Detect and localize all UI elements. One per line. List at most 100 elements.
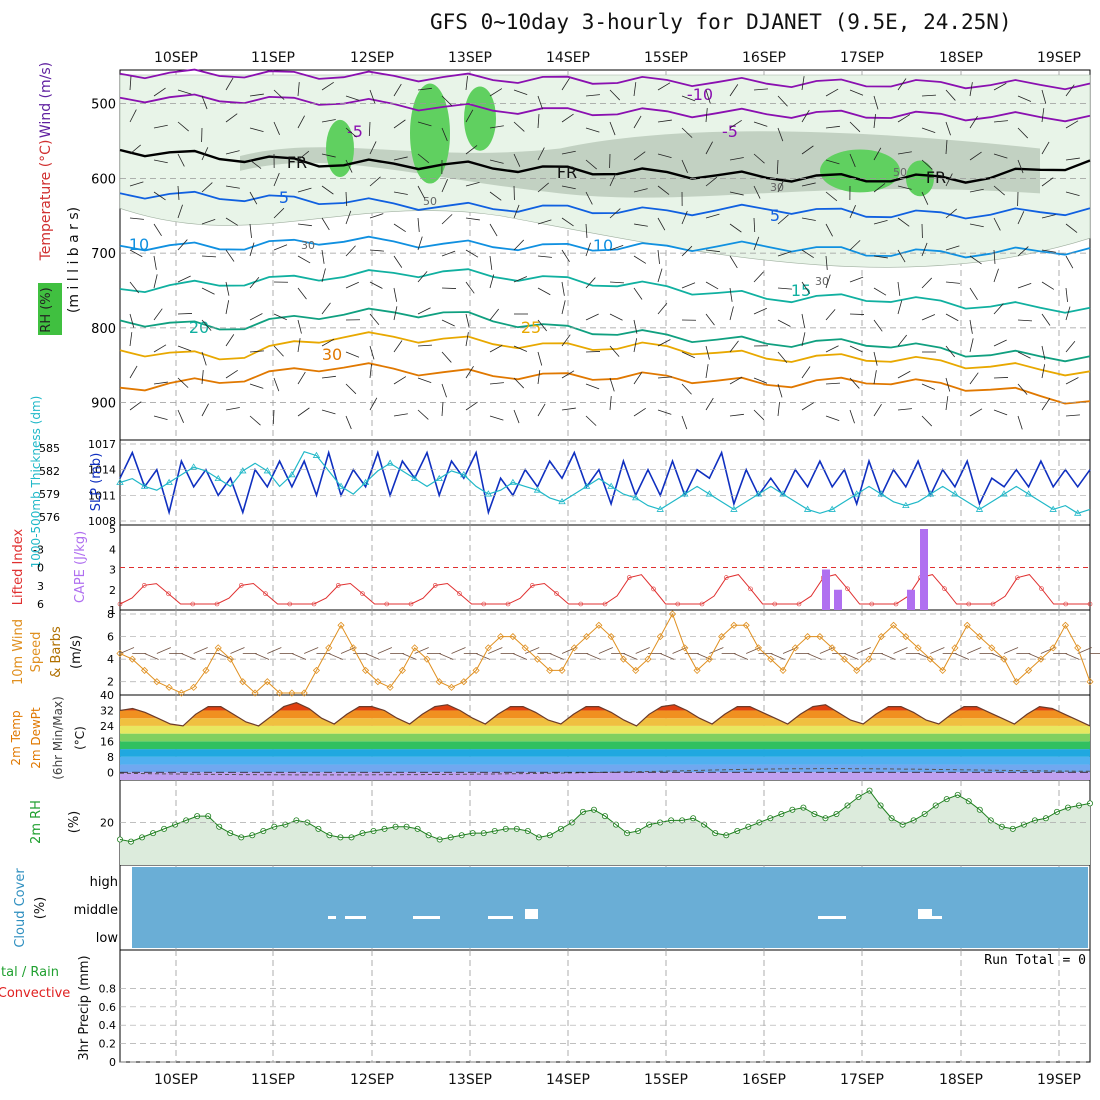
wind-point — [202, 666, 210, 674]
wind-barb — [465, 313, 470, 328]
wind-point — [398, 666, 406, 674]
wind-barb — [129, 281, 140, 294]
wind-point — [411, 644, 419, 652]
wind-barb — [272, 409, 275, 425]
wind-barb — [537, 219, 552, 225]
wind-point — [1061, 621, 1070, 629]
date-label-bottom: 18SEP — [939, 1072, 983, 1088]
wind-barb — [777, 351, 788, 364]
temp-tick: 24 — [100, 720, 114, 733]
panel-frame — [119, 949, 1091, 1063]
wind-barb — [417, 236, 423, 251]
wind-barb — [273, 172, 280, 187]
wind-barb — [897, 281, 901, 296]
wind-point — [889, 621, 898, 629]
wind-barb — [153, 191, 166, 201]
wind-barb — [465, 109, 474, 123]
wind-barb-10m — [549, 653, 564, 660]
wind-barb — [801, 182, 816, 187]
wind-barb — [633, 338, 638, 353]
wind-barb — [585, 94, 600, 97]
wind-barb — [441, 383, 447, 398]
wind-point — [521, 644, 529, 652]
wind-barb — [321, 81, 334, 91]
wind-barb — [201, 218, 216, 225]
date-label-bottom: 14SEP — [546, 1072, 590, 1088]
wind-barb — [489, 274, 495, 289]
cape-bar — [907, 589, 915, 610]
wind-barb — [777, 127, 784, 142]
thickness-tick: 579 — [39, 488, 60, 501]
wind-barb — [585, 127, 600, 133]
wind-point — [214, 644, 222, 652]
wind-point — [963, 621, 971, 629]
wind-barb — [705, 141, 713, 155]
thickness-point — [239, 467, 247, 474]
cloud-gap — [488, 916, 513, 919]
wind-barb — [873, 404, 882, 417]
lifted-point — [166, 591, 171, 597]
wind-barb — [705, 313, 715, 326]
wind-tick: 4 — [107, 653, 114, 666]
wind-barb-10m — [488, 647, 503, 654]
wind-barb — [777, 319, 791, 327]
wind-barb — [1065, 255, 1074, 269]
wind-point — [840, 655, 848, 663]
cloud-level-label: high — [90, 875, 118, 890]
wind-barb — [969, 287, 978, 300]
wind-point — [325, 644, 333, 652]
wind-barb-10m — [402, 653, 417, 660]
wind-barb-10m — [967, 647, 982, 654]
wind-barb — [801, 313, 806, 328]
wind-barb — [465, 332, 469, 347]
wind-barb — [801, 109, 810, 123]
wind-barb-10m — [1028, 653, 1043, 660]
wind-barb — [153, 124, 168, 129]
wind-barb — [1017, 351, 1031, 359]
wind-barb — [225, 113, 238, 123]
wind-barb-10m — [844, 653, 859, 660]
wind-barb — [297, 255, 311, 264]
wind-barb — [897, 249, 906, 263]
pressure-tick: 500 — [91, 98, 116, 113]
thickness-point — [656, 505, 664, 512]
date-label-top: 11SEP — [251, 50, 295, 66]
axis-label-slp: SLP (mb) — [89, 453, 104, 512]
wind-barb — [225, 300, 230, 315]
wind-point — [767, 655, 775, 663]
wind-barb — [897, 114, 911, 123]
wind-barb-10m — [660, 653, 675, 660]
lifted-point — [845, 586, 850, 592]
pressure-tick: 600 — [91, 172, 116, 187]
wind-point — [681, 644, 689, 652]
date-label-bottom: 12SEP — [350, 1072, 394, 1088]
wind-barb — [633, 151, 646, 161]
wind-barb-10m — [954, 653, 970, 660]
wind-barb — [129, 76, 132, 91]
wind-barb — [393, 306, 398, 321]
wind-barb — [1041, 398, 1051, 411]
wind-barb — [681, 415, 688, 430]
wind-barb — [537, 351, 543, 366]
wind-point — [988, 644, 996, 652]
wind-barb — [921, 242, 928, 257]
wind-barb — [705, 364, 709, 379]
wind-barb — [753, 236, 760, 251]
wind-barb — [921, 277, 933, 289]
wind-barb — [321, 375, 336, 379]
wind-barb — [873, 220, 888, 225]
isotherm-line — [119, 362, 1091, 405]
wind-barb — [585, 313, 599, 321]
wind-barb — [129, 365, 138, 379]
wind-barb — [825, 191, 838, 202]
wind-point — [693, 666, 701, 674]
wind-barb — [225, 217, 239, 226]
wind-barb — [225, 77, 234, 91]
wind-barb — [249, 242, 255, 257]
wind-barb-10m — [230, 647, 245, 654]
wind-barb — [705, 249, 720, 253]
slp-tick: 1008 — [88, 515, 116, 528]
wind-point — [804, 633, 812, 641]
wind-tick: 2 — [107, 676, 114, 689]
wind-barb — [849, 240, 861, 251]
